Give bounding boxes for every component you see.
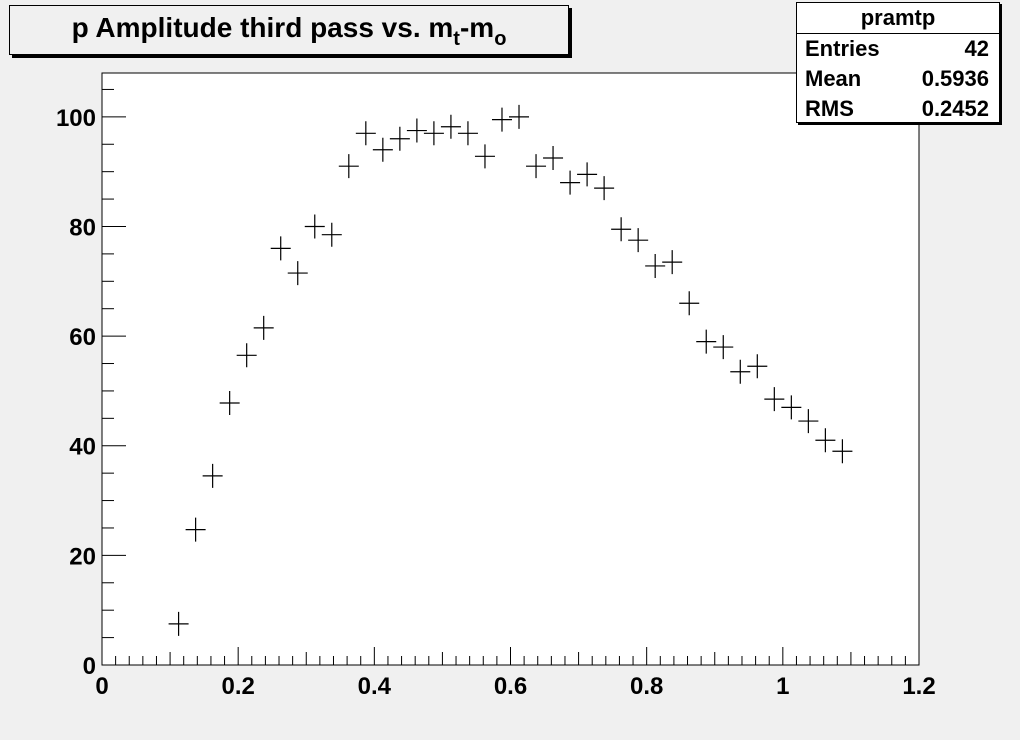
stats-value: 0.2452 bbox=[921, 96, 989, 121]
stats-row-mean: Mean 0.5936 bbox=[797, 64, 999, 94]
data-point bbox=[645, 253, 666, 278]
stats-label: Entries bbox=[805, 36, 880, 61]
data-point bbox=[423, 121, 444, 146]
data-point bbox=[253, 315, 274, 340]
data-point bbox=[287, 261, 308, 286]
y-tick-label: 20 bbox=[69, 543, 96, 570]
data-point bbox=[338, 154, 359, 179]
chart-title: p Amplitude third pass vs. mt-mo bbox=[10, 12, 568, 51]
title-mid: -m bbox=[459, 12, 495, 43]
stats-title: pramtp bbox=[797, 3, 999, 34]
data-point bbox=[440, 114, 461, 139]
y-tick-label: 100 bbox=[56, 105, 96, 132]
data-point bbox=[730, 359, 751, 384]
data-point bbox=[321, 222, 342, 247]
y-tick-label: 60 bbox=[69, 324, 96, 351]
title-sub-t: t bbox=[453, 28, 460, 50]
title-main: p Amplitude third pass vs. m bbox=[71, 12, 454, 43]
data-point bbox=[577, 162, 598, 187]
data-point bbox=[372, 137, 393, 162]
data-point bbox=[168, 611, 189, 636]
x-tick-label: 1.2 bbox=[902, 673, 935, 700]
x-tick-label: 1 bbox=[776, 673, 789, 700]
data-point bbox=[628, 228, 649, 253]
data-point bbox=[389, 126, 410, 151]
data-point bbox=[611, 217, 632, 242]
data-point bbox=[679, 291, 700, 316]
y-axis-ticks bbox=[102, 88, 126, 666]
x-axis-tick-labels: 0 0.2 0.4 0.6 0.8 1 1.2 bbox=[95, 673, 935, 700]
data-point bbox=[781, 395, 802, 420]
data-point bbox=[219, 390, 240, 415]
data-point bbox=[509, 104, 530, 129]
data-point bbox=[747, 354, 768, 379]
data-point bbox=[815, 428, 836, 453]
stats-value: 42 bbox=[964, 36, 989, 61]
data-point bbox=[270, 236, 291, 261]
data-point bbox=[696, 329, 717, 354]
data-markers bbox=[168, 104, 853, 636]
y-tick-label: 0 bbox=[83, 653, 96, 680]
stats-row-entries: Entries 42 bbox=[797, 34, 999, 64]
data-point bbox=[526, 154, 547, 179]
data-point bbox=[474, 144, 495, 169]
data-point bbox=[202, 463, 223, 488]
stats-row-rms: RMS 0.2452 bbox=[797, 94, 999, 124]
data-point bbox=[713, 335, 734, 360]
plot-area bbox=[101, 72, 920, 666]
x-tick-label: 0.8 bbox=[630, 673, 663, 700]
stats-value: 0.5936 bbox=[921, 66, 989, 91]
title-sub-o: o bbox=[494, 28, 507, 50]
data-point bbox=[457, 121, 478, 146]
data-point bbox=[304, 214, 325, 239]
x-tick-label: 0 bbox=[95, 673, 108, 700]
x-tick-label: 0.6 bbox=[494, 673, 527, 700]
data-point bbox=[594, 176, 615, 201]
data-point bbox=[491, 107, 512, 132]
stats-box: pramtp Entries 42 Mean 0.5936 RMS 0.2452 bbox=[796, 2, 1000, 123]
x-tick-label: 0.4 bbox=[358, 673, 392, 700]
data-point bbox=[236, 343, 257, 368]
y-axis-tick-labels: 0 20 40 60 80 100 bbox=[56, 105, 96, 680]
data-point bbox=[798, 409, 819, 434]
title-box: p Amplitude third pass vs. mt-mo bbox=[9, 5, 569, 55]
data-point bbox=[355, 121, 376, 146]
y-tick-label: 40 bbox=[69, 434, 96, 461]
data-point bbox=[832, 439, 853, 464]
stats-label: RMS bbox=[805, 96, 854, 121]
stats-label: Mean bbox=[805, 66, 862, 91]
x-axis-ticks bbox=[101, 647, 920, 665]
data-point bbox=[543, 145, 564, 170]
x-tick-label: 0.2 bbox=[221, 673, 254, 700]
data-point bbox=[764, 387, 785, 412]
data-point bbox=[560, 170, 581, 195]
data-point bbox=[185, 517, 206, 542]
data-point bbox=[406, 118, 427, 143]
data-point bbox=[662, 250, 683, 275]
y-tick-label: 80 bbox=[69, 214, 96, 241]
